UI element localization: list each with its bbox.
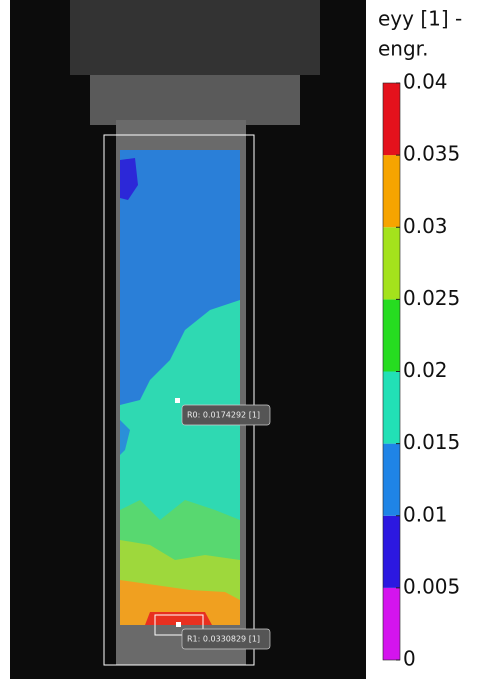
colorbar-band	[383, 227, 400, 300]
colorbar-band	[383, 299, 400, 372]
probe-label: R0: 0.0174292 [1]	[187, 411, 260, 420]
colorbar-title: engr.	[378, 37, 428, 61]
grip-jaw	[90, 75, 300, 125]
colorbar-title: eyy [1] -	[378, 7, 462, 31]
colorbar-band	[383, 83, 400, 156]
colorbar-band	[383, 515, 400, 588]
grip-top	[70, 0, 320, 75]
colorbar-tick-label: 0.025	[403, 286, 460, 310]
colorbar-tick-label: 0.01	[403, 502, 448, 526]
colorbar-band	[383, 443, 400, 516]
colorbar-tick-label: 0.035	[403, 142, 460, 166]
colorbar-tick-label: 0.02	[403, 358, 448, 382]
roi-sub-box[interactable]	[154, 614, 204, 636]
colorbar-band	[383, 371, 400, 444]
colorbar-band	[383, 587, 400, 660]
roi-box[interactable]	[103, 134, 255, 666]
probe-marker[interactable]	[175, 398, 180, 403]
probe-label-box: R1: 0.0330829 [1]	[181, 628, 271, 650]
probe-label-box: R0: 0.0174292 [1]	[181, 404, 271, 426]
probe-label: R1: 0.0330829 [1]	[187, 635, 260, 644]
colorbar: 0 0.005 0.01 0.015 0.02 0.025 0.03 0.035 0.04	[382, 70, 460, 671]
colorbar-tick-label: 0.03	[403, 214, 448, 238]
colorbar-tick-label: 0.015	[403, 430, 460, 454]
colorbar-tick-label: 0.005	[403, 574, 460, 598]
colorbar-tick-label: 0	[403, 647, 416, 671]
colorbar-band	[383, 155, 400, 228]
probe-marker[interactable]	[176, 622, 181, 627]
strain-field	[120, 150, 240, 625]
colorbar-tick-label: 0.04	[403, 70, 448, 94]
